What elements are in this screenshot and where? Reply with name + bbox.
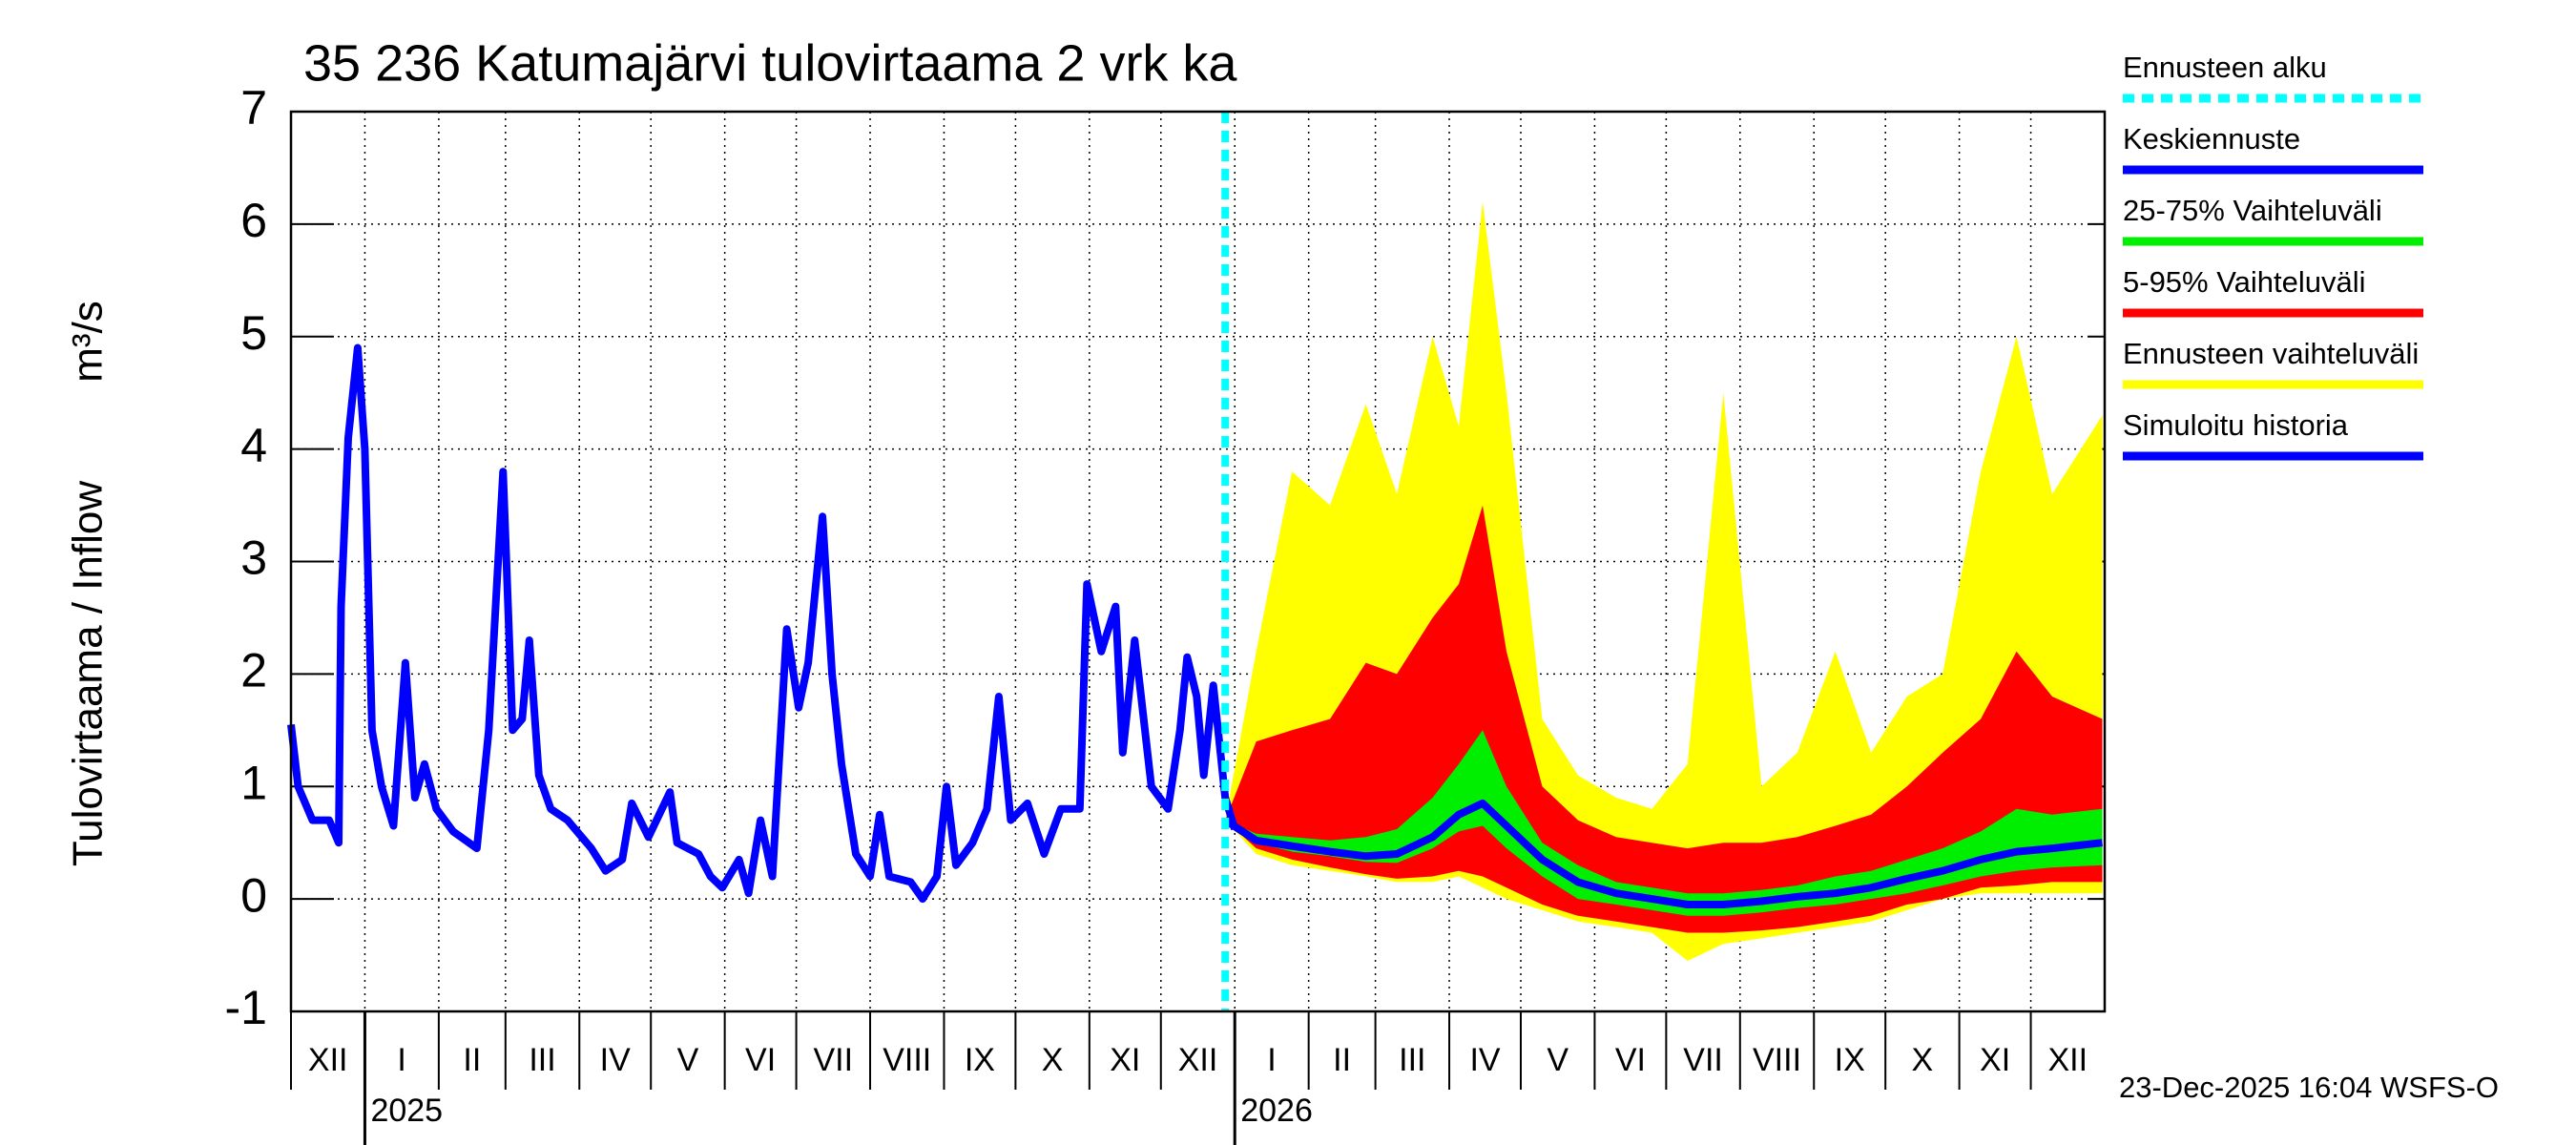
y-tick-label: 7 [240, 81, 267, 135]
x-tick-label: X [1912, 1042, 1934, 1078]
year-label: 2025 [370, 1093, 443, 1129]
x-tick-label: XII [1178, 1042, 1218, 1078]
legend-label: Keskiennuste [2123, 122, 2300, 156]
y-axis-unit: m³/s [65, 301, 112, 383]
x-tick-label: IV [1469, 1042, 1500, 1078]
y-tick-label: 3 [240, 531, 267, 585]
series-line [1223, 799, 2103, 908]
y-tick-label: -1 [225, 981, 267, 1034]
x-tick-label: XI [1980, 1042, 2010, 1078]
legend-label: Ennusteen alku [2123, 51, 2327, 84]
y-tick-label: 0 [240, 868, 267, 922]
y-tick-label: 2 [240, 644, 267, 697]
x-tick-label: VI [745, 1042, 776, 1078]
legend-label: 5-95% Vaihteluväli [2123, 265, 2365, 299]
footer: 23-Dec-2025 16:04 WSFS-O [2119, 1071, 2499, 1104]
y-tick-label: 1 [240, 756, 267, 809]
band-area [1225, 730, 2103, 916]
x-tick-label: VII [1683, 1042, 1723, 1078]
x-tick-label: VIII [883, 1042, 931, 1078]
y-tick-label: 5 [240, 306, 267, 360]
x-tick-label: II [463, 1042, 481, 1078]
x-tick-label: I [397, 1042, 405, 1078]
plot-frame [289, 110, 2107, 1013]
x-tick-label: IX [1835, 1042, 1865, 1078]
x-tick-label: III [529, 1042, 555, 1078]
x-tick-label: VIII [1753, 1042, 1801, 1078]
y-axis-label: Tulovirtaama / Inflow [65, 481, 112, 867]
x-tick-label: VII [814, 1042, 854, 1078]
x-tick-label: XII [2047, 1042, 2088, 1078]
x-tick-label: I [1267, 1042, 1276, 1078]
x-tick-label: III [1399, 1042, 1425, 1078]
x-tick-label: V [1547, 1042, 1568, 1078]
x-tick-label: X [1042, 1042, 1064, 1078]
x-tick-label: V [677, 1042, 699, 1078]
legend-label: 25-75% Vaihteluväli [2123, 194, 2382, 227]
x-tick-label: IV [600, 1042, 631, 1078]
x-tick-label: XII [308, 1042, 348, 1078]
series-line [287, 344, 1239, 904]
y-tick-label: 4 [240, 419, 267, 472]
x-tick-label: VI [1615, 1042, 1646, 1078]
x-tick-label: IX [965, 1042, 995, 1078]
legend-label: Simuloitu historia [2123, 408, 2349, 442]
chart-title: 35 236 Katumajärvi tulovirtaama 2 vrk ka [303, 34, 1237, 92]
y-tick-label: 6 [240, 194, 267, 247]
x-tick-label: XI [1110, 1042, 1140, 1078]
x-tick-label: II [1333, 1042, 1351, 1078]
year-label: 2026 [1240, 1093, 1313, 1129]
legend-label: Ennusteen vaihteluväli [2123, 337, 2419, 370]
